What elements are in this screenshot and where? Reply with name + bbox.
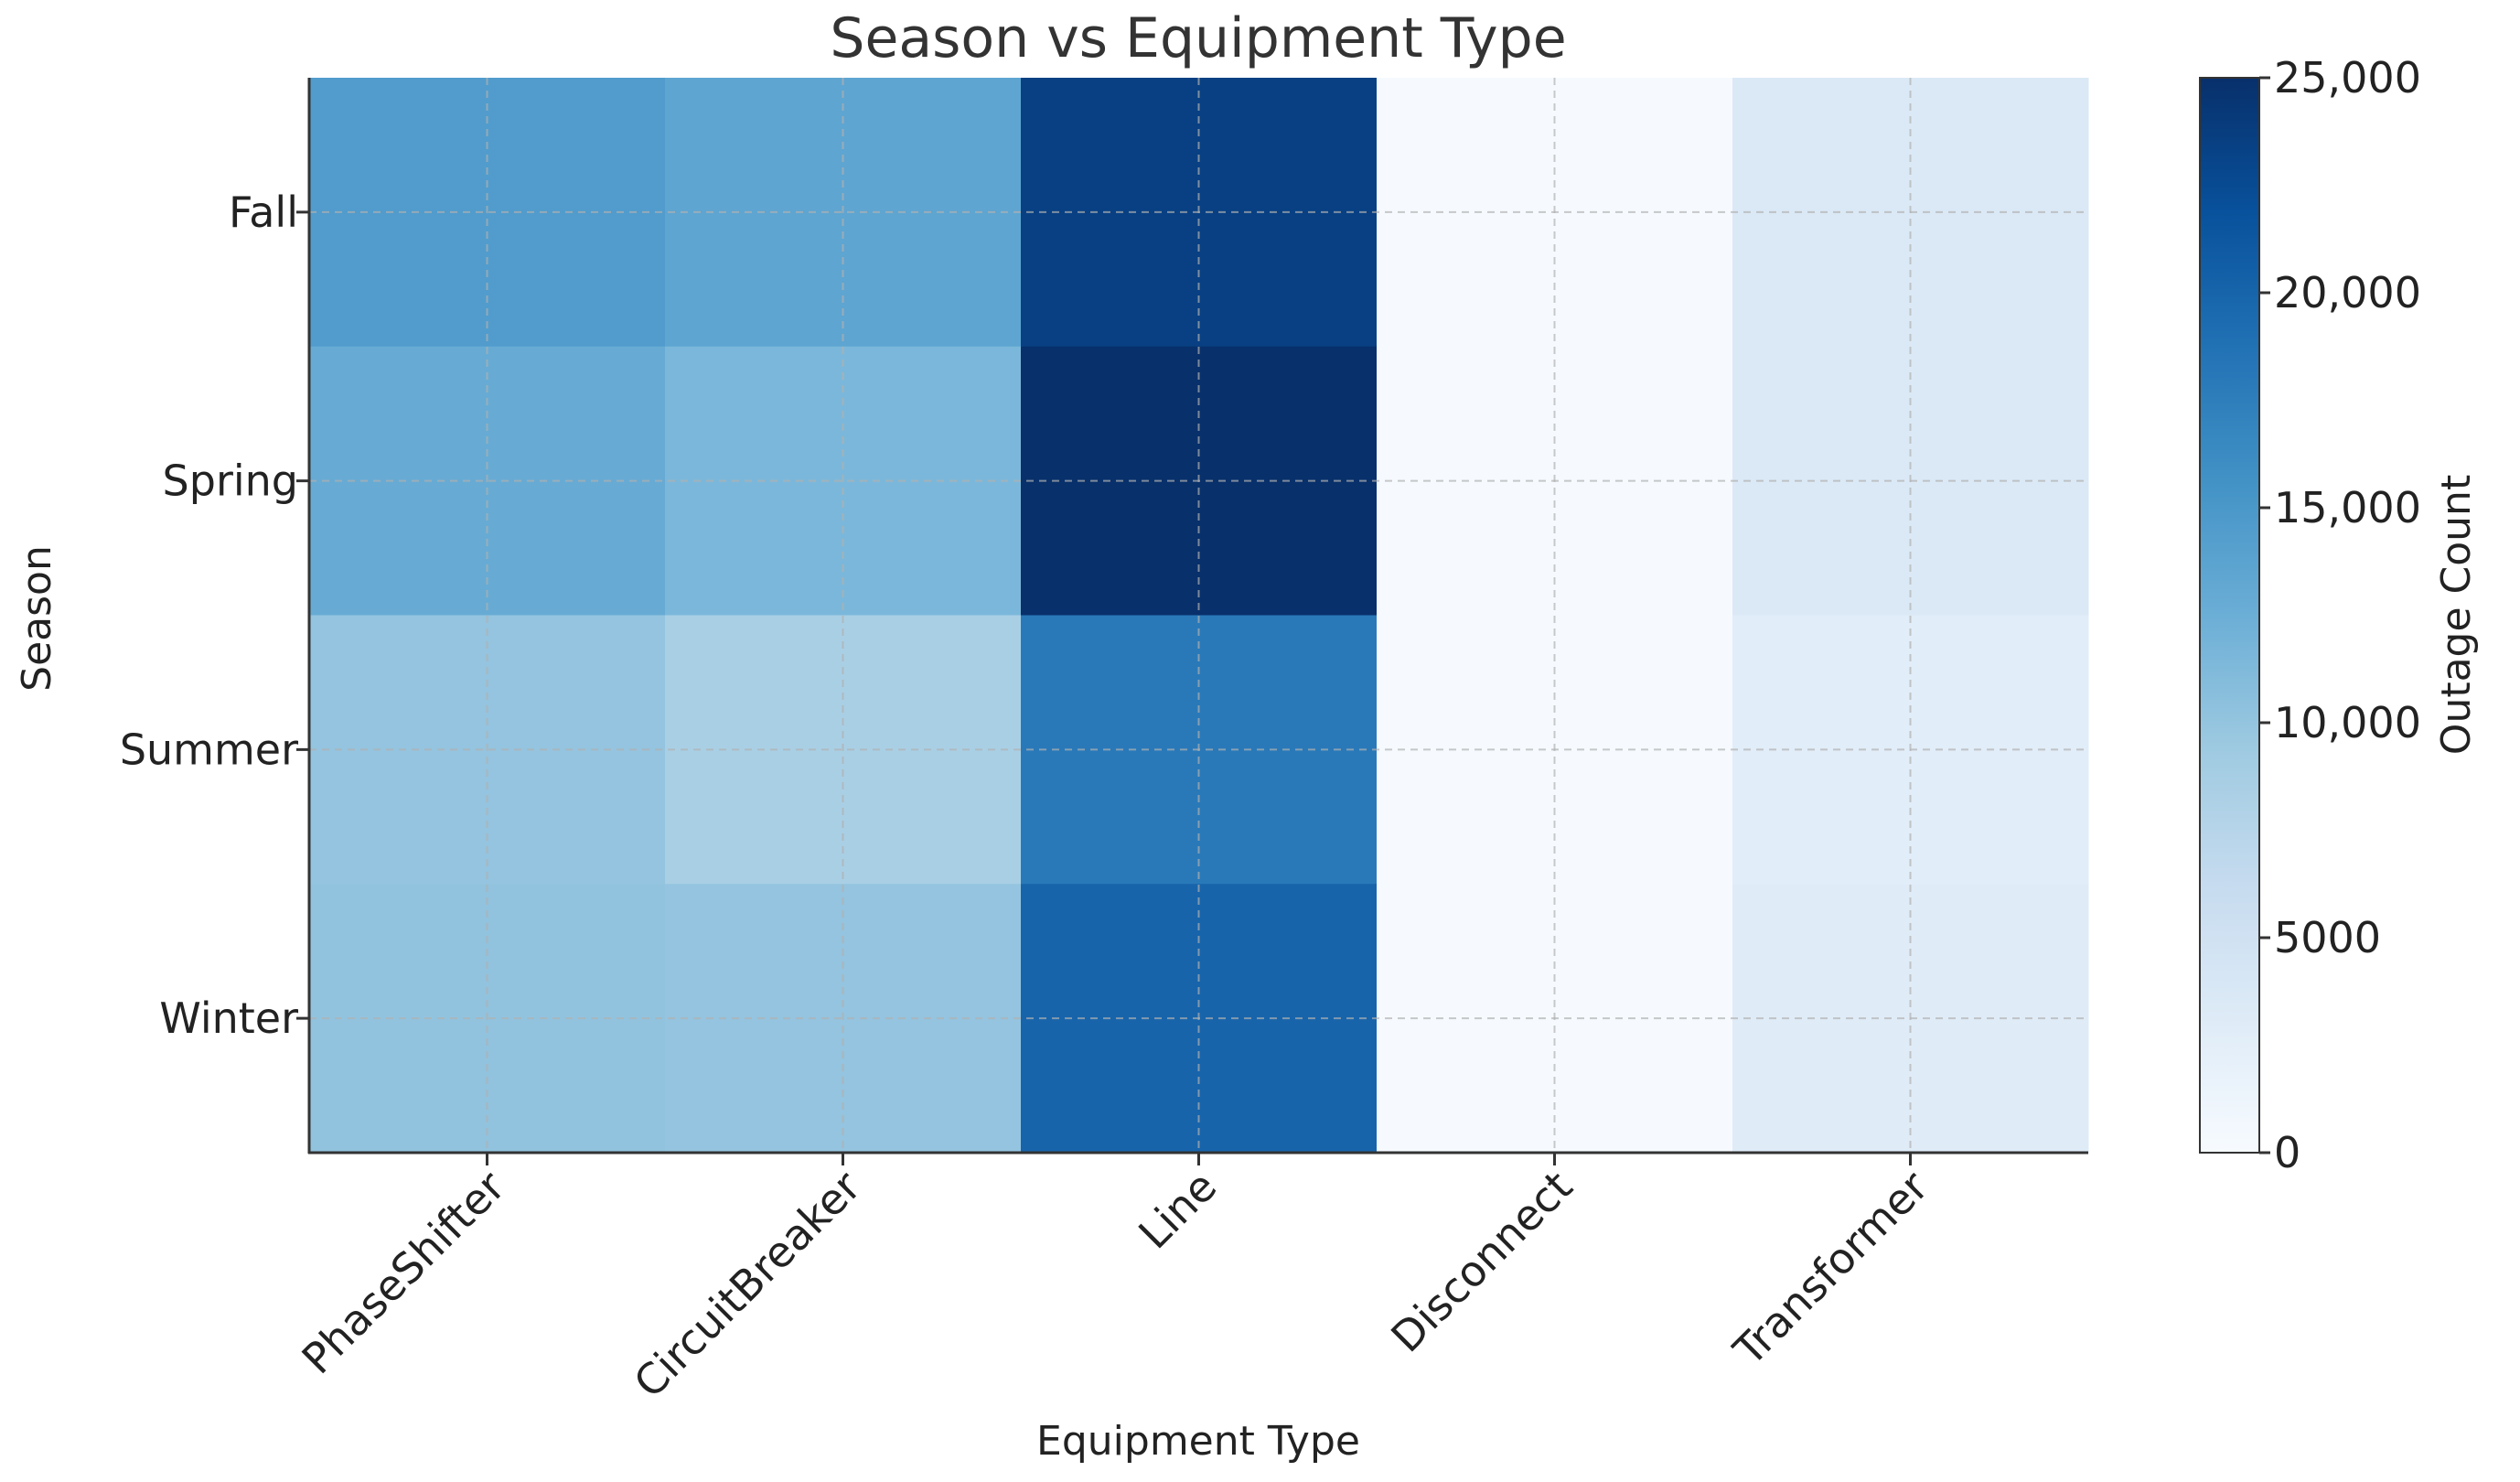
y-tick-label: Winter <box>159 993 298 1043</box>
colorbar-tick-label: 20,000 <box>2274 268 2421 317</box>
x-tick-label: PhaseShifter <box>293 1162 515 1384</box>
x-axis-label: Equipment Type <box>1036 1418 1360 1465</box>
x-tick-label: Disconnect <box>1381 1162 1582 1362</box>
colorbar-tick-label: 5000 <box>2274 913 2381 962</box>
colorbar <box>2199 77 2260 1154</box>
colorbar-tick-label: 0 <box>2274 1128 2300 1177</box>
y-tick-label: Summer <box>120 725 298 774</box>
y-axis-label: Season <box>14 545 60 692</box>
colorbar-tick-label: 15,000 <box>2274 483 2421 532</box>
x-tick-labels: PhaseShifter CircuitBreaker Line Disconnect… <box>293 1153 1937 1408</box>
chart-title: Season vs Equipment Type <box>830 6 1566 70</box>
y-tick-labels: Fall Spring Summer Winter <box>120 188 309 1043</box>
colorbar-tick-label: 10,000 <box>2274 698 2421 747</box>
x-tick-label: Transformer <box>1723 1162 1937 1376</box>
colorbar-tick-label: 25,000 <box>2274 53 2421 102</box>
y-tick-label: Fall <box>229 188 298 237</box>
colorbar-ticks: 0 5000 10,000 15,000 20,000 25,000 <box>2259 53 2421 1177</box>
y-tick-label: Spring <box>163 456 298 506</box>
x-tick-label: CircuitBreaker <box>624 1162 870 1408</box>
colorbar-label: Outage Count <box>2433 475 2480 755</box>
gridlines <box>309 78 2088 1153</box>
x-tick-label: Line <box>1129 1162 1226 1259</box>
